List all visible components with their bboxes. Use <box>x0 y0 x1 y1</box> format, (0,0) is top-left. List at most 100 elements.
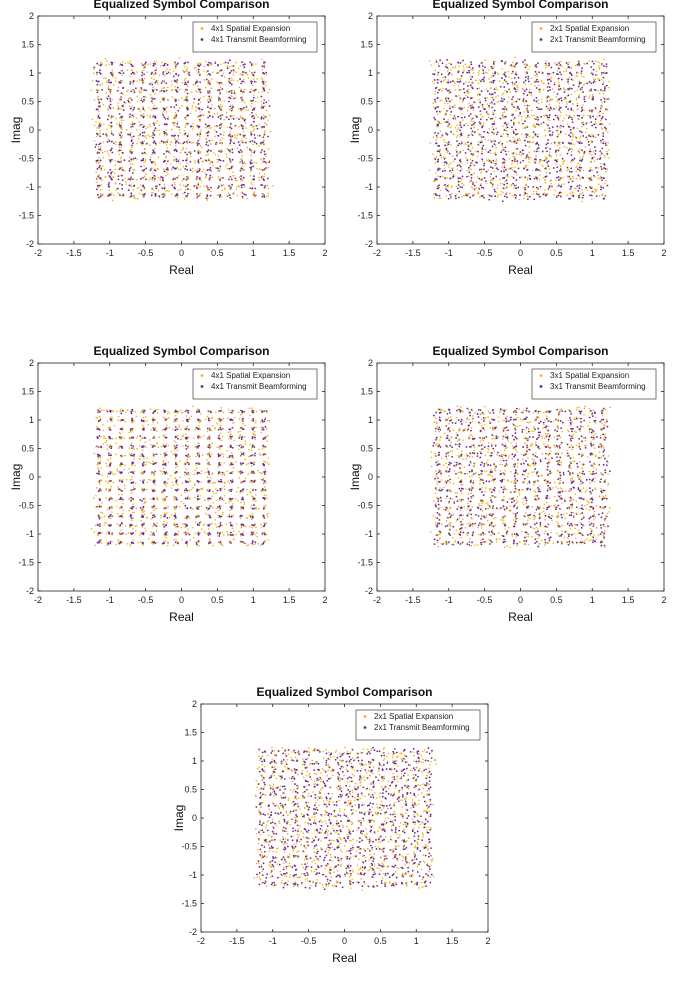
point-beamforming <box>514 117 516 119</box>
point-beamforming <box>512 82 514 84</box>
point-spatial <box>524 134 526 136</box>
point-spatial <box>124 485 126 487</box>
point-beamforming <box>254 188 256 190</box>
y-tick-label: -2 <box>365 239 373 249</box>
point-spatial <box>576 98 578 100</box>
point-spatial <box>267 185 269 187</box>
point-spatial <box>531 95 533 97</box>
point-spatial <box>119 64 121 66</box>
point-spatial <box>603 97 605 99</box>
point-beamforming <box>568 94 570 96</box>
point-beamforming <box>514 185 516 187</box>
point-spatial <box>111 511 113 513</box>
point-spatial <box>174 178 176 180</box>
point-spatial <box>120 438 122 440</box>
point-spatial <box>499 117 501 119</box>
point-beamforming <box>216 167 218 169</box>
point-beamforming <box>439 176 441 178</box>
point-spatial <box>177 190 179 192</box>
point-spatial <box>187 96 189 98</box>
point-spatial <box>112 507 114 509</box>
point-spatial <box>447 68 449 70</box>
point-spatial <box>150 63 152 65</box>
point-spatial <box>121 195 123 197</box>
point-spatial <box>496 192 498 194</box>
point-beamforming <box>261 196 263 198</box>
point-spatial <box>580 178 582 180</box>
point-spatial <box>151 154 153 156</box>
point-spatial <box>500 183 502 185</box>
point-spatial <box>503 169 505 171</box>
point-spatial <box>131 176 133 178</box>
point-spatial <box>523 63 525 65</box>
point-spatial <box>231 65 233 67</box>
point-spatial <box>125 103 127 105</box>
point-beamforming <box>485 180 487 182</box>
point-beamforming <box>515 88 517 90</box>
point-spatial <box>213 152 215 154</box>
point-spatial <box>447 151 449 153</box>
point-beamforming <box>131 412 133 414</box>
point-spatial <box>108 159 110 161</box>
point-beamforming <box>120 542 122 544</box>
point-beamforming <box>474 122 476 124</box>
point-spatial <box>504 90 506 92</box>
point-spatial <box>557 115 559 117</box>
point-spatial <box>255 101 257 103</box>
point-spatial <box>571 94 573 96</box>
point-spatial <box>262 86 264 88</box>
point-spatial <box>129 63 131 65</box>
point-spatial <box>156 430 158 432</box>
point-spatial <box>444 122 446 124</box>
point-beamforming <box>100 125 102 127</box>
point-beamforming <box>578 174 580 176</box>
point-beamforming <box>253 175 255 177</box>
point-beamforming <box>601 153 603 155</box>
point-spatial <box>470 168 472 170</box>
point-spatial <box>121 436 123 438</box>
point-beamforming <box>603 65 605 67</box>
point-beamforming <box>472 67 474 69</box>
point-spatial <box>501 191 503 193</box>
point-beamforming <box>602 142 604 144</box>
point-spatial <box>264 173 266 175</box>
point-spatial <box>113 76 115 78</box>
point-beamforming <box>140 178 142 180</box>
point-beamforming <box>220 133 222 135</box>
point-spatial <box>237 133 239 135</box>
point-spatial <box>120 141 122 143</box>
point-spatial <box>608 87 610 89</box>
y-tick-label: -1.5 <box>357 211 373 221</box>
point-beamforming <box>152 98 154 100</box>
point-spatial <box>209 111 211 113</box>
point-spatial <box>122 430 124 432</box>
point-spatial <box>118 133 120 135</box>
point-spatial <box>572 176 574 178</box>
point-spatial <box>193 126 195 128</box>
point-beamforming <box>515 129 517 131</box>
point-beamforming <box>491 101 493 103</box>
point-spatial <box>578 150 580 152</box>
point-spatial <box>121 167 123 169</box>
point-spatial <box>263 61 265 63</box>
point-spatial <box>538 85 540 87</box>
point-beamforming <box>471 153 473 155</box>
point-beamforming <box>470 107 472 109</box>
point-spatial <box>430 64 432 66</box>
point-beamforming <box>167 64 169 66</box>
point-beamforming <box>100 195 102 197</box>
point-beamforming <box>601 118 603 120</box>
point-beamforming <box>98 515 100 517</box>
point-beamforming <box>436 135 438 137</box>
point-beamforming <box>252 115 254 117</box>
point-spatial <box>478 74 480 76</box>
scatter-points <box>90 57 273 201</box>
point-spatial <box>538 151 540 153</box>
point-beamforming <box>97 524 99 526</box>
point-spatial <box>512 169 514 171</box>
point-spatial <box>514 139 516 141</box>
point-beamforming <box>130 90 132 92</box>
point-beamforming <box>560 88 562 90</box>
point-spatial <box>111 438 113 440</box>
point-beamforming <box>490 182 492 184</box>
